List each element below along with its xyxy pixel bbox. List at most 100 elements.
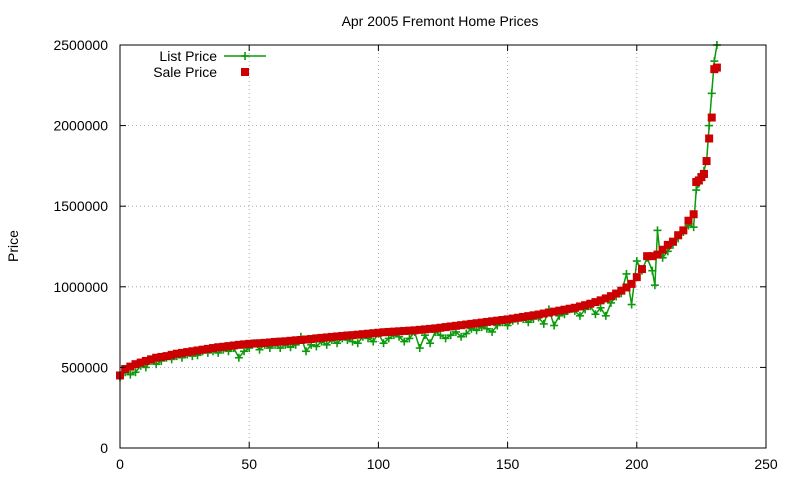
legend: List Price Sale Price [153,48,266,80]
data-point-sale-price [524,312,533,321]
data-point-sale-price [358,330,367,339]
y-tick-label: 500000 [61,359,108,375]
data-point-sale-price [431,324,440,333]
data-point-sale-price [477,318,486,327]
data-point-sale-price [426,324,435,333]
data-point-sale-price [234,340,243,349]
data-point-list-price [131,368,140,377]
data-point-sale-price [193,346,202,355]
data-point-sale-price [712,63,721,72]
y-tick-label: 2500000 [53,37,108,53]
data-point-sale-price [353,330,362,339]
data-point-sale-price [539,309,548,318]
data-point-list-price [240,347,249,356]
data-point-sale-price [467,319,476,328]
data-point-sale-price [389,327,398,336]
y-tick-label: 0 [100,440,108,456]
data-point-sale-price [400,326,409,335]
data-point-list-price [606,298,615,307]
axis-ticks: 0 50 100 150 200 250 0 500000 1000000 1500000 2000… [53,37,777,472]
data-point-sale-price [658,245,667,254]
data-point-sale-price [544,308,553,317]
data-point-sale-price [482,317,491,326]
data-point-list-price [650,281,659,290]
data-point-sale-price [420,325,429,334]
data-point-sale-price [343,331,352,340]
data-point-sale-price [136,358,145,367]
data-point-sale-price [203,344,212,353]
data-point-sale-price [575,302,584,311]
data-point-list-price [369,337,378,346]
legend-marker [241,68,249,76]
data-point-list-price [550,321,559,330]
data-point-list-price [482,324,491,333]
plot-frame [119,44,767,449]
data-point-sale-price [271,337,280,346]
data-point-sale-price [617,286,626,295]
data-point-sale-price [276,337,285,346]
data-point-sale-price [302,335,311,344]
data-point-list-price [472,326,481,335]
x-tick-label: 250 [754,456,778,472]
data-point-list-price [689,223,698,232]
data-point-list-price [632,257,641,266]
data-point-sale-price [668,237,677,246]
data-point-sale-price [550,307,559,316]
data-point-list-price [575,311,584,320]
data-point-sale-price [451,321,460,330]
data-point-list-price [322,340,331,349]
data-point-sale-price [152,353,161,362]
data-point-sale-price [126,362,135,371]
data-point-sale-price [250,339,259,348]
data-point-sale-price [198,345,207,354]
data-point-list-price [405,334,414,343]
legend-marker [241,52,249,60]
data-point-sale-price [183,348,192,357]
data-point-sale-price [178,348,187,357]
data-point-sale-price [596,296,605,305]
data-point-list-price [462,329,471,338]
data-point-list-price [457,332,466,341]
data-point-sale-price [519,312,528,321]
data-point-sale-price [627,279,636,288]
data-point-sale-price [462,320,471,329]
legend-label-list-price: List Price [159,48,217,64]
data-point-sale-price [637,265,646,274]
data-point-sale-price [446,322,455,331]
data-point-list-price [622,269,631,278]
data-point-sale-price [286,336,295,345]
data-point-sale-price [395,327,404,336]
data-point-sale-price [369,329,378,338]
data-point-list-price [441,334,450,343]
series-sale-price [116,63,721,380]
data-point-sale-price [219,342,228,351]
data-point-sale-price [498,316,507,325]
data-point-sale-price [493,316,502,325]
legend-label-sale-price: Sale Price [153,64,217,80]
data-point-sale-price [245,339,254,348]
x-tick-label: 50 [241,456,257,472]
x-tick-label: 150 [496,456,520,472]
data-point-sale-price [333,332,342,341]
data-point-sale-price [265,338,274,347]
data-point-sale-price [472,319,481,328]
data-point-sale-price [508,314,517,323]
data-point-sale-price [209,344,218,353]
data-point-sale-price [167,350,176,359]
data-point-sale-price [622,283,631,292]
x-tick-label: 200 [625,456,649,472]
data-point-list-price [653,226,662,235]
data-point-sale-price [441,323,450,332]
data-point-sale-price [513,313,522,322]
data-point-sale-price [663,240,672,249]
data-point-sale-price [188,347,197,356]
x-tick-label: 100 [367,456,391,472]
data-point-list-price [333,339,342,348]
data-point-sale-price [648,252,657,261]
data-point-sale-price [121,365,130,374]
data-point-list-price [627,300,636,309]
data-point-sale-price [653,250,662,259]
data-point-sale-price [348,331,357,340]
data-point-list-price [446,331,455,340]
data-point-sale-price [457,321,466,330]
